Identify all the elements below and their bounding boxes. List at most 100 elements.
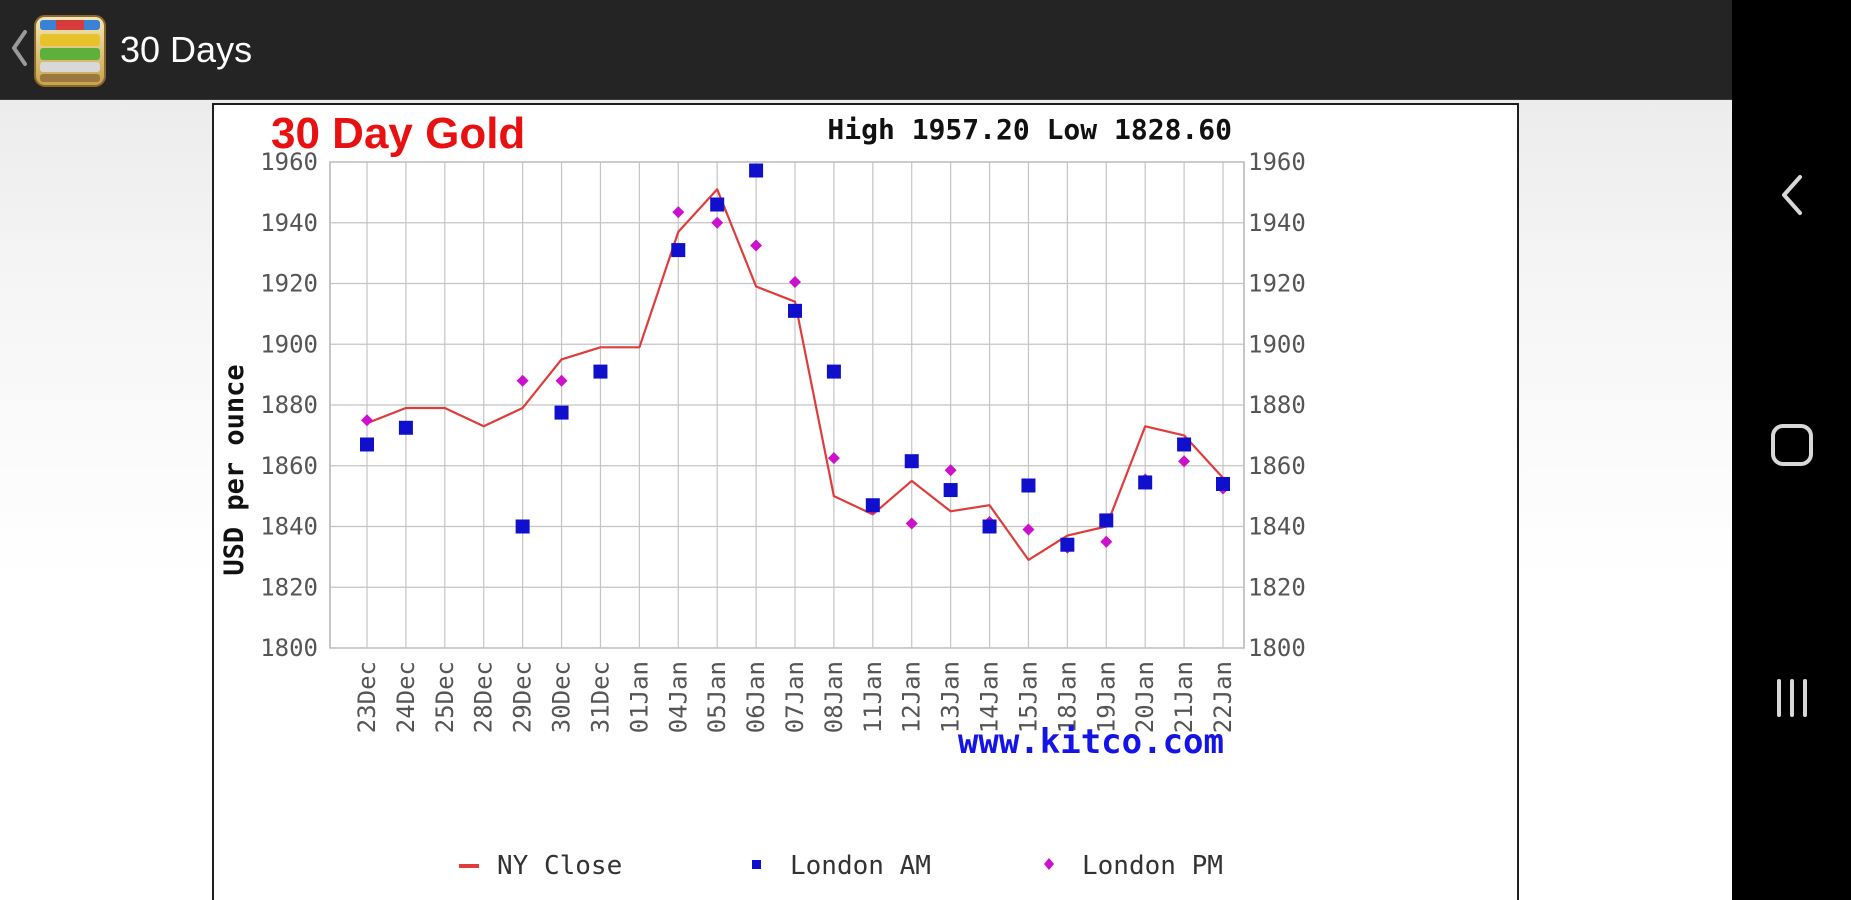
legend: NY Close London AM London PM	[459, 851, 1223, 881]
content-area: 1800 1800 1820 1820 1840 1840 1860 1860 1880 1880…	[0, 100, 1732, 900]
y-axis-label: USD per ounce	[219, 364, 250, 575]
point-london-am	[982, 519, 997, 534]
point-london-pm	[789, 275, 801, 288]
x-tick-labels: 23Dec 24Dec 25Dec 28Dec 29Dec 30Dec 31Dec 01Jan…	[353, 661, 1237, 733]
y-tick-label-right: 1900	[1248, 330, 1306, 358]
point-london-am	[826, 364, 841, 379]
point-london-am	[749, 163, 764, 178]
x-tick-label: 18Jan	[1053, 661, 1081, 733]
point-london-am	[1138, 475, 1153, 490]
x-tick-label: 01Jan	[625, 661, 653, 733]
x-tick-label: 06Jan	[742, 661, 770, 733]
point-london-am	[710, 197, 725, 212]
y-tick-label-right: 1960	[1248, 148, 1306, 176]
y-tick-labels: 1800 1800 1820 1820 1840 1840 1860 1860 1880 1880…	[260, 148, 1306, 662]
x-tick-label: 20Jan	[1131, 661, 1159, 733]
x-tick-label: 15Jan	[1014, 661, 1042, 733]
nav-recents-icon	[1776, 679, 1807, 717]
nav-home-button[interactable]	[1732, 385, 1851, 505]
y-tick-label-left: 1840	[260, 513, 318, 541]
point-london-am	[904, 454, 919, 469]
point-london-am	[554, 405, 569, 420]
nav-recents-button[interactable]	[1732, 638, 1851, 758]
chevron-left-icon[interactable]	[8, 26, 30, 70]
x-tick-label: 08Jan	[820, 661, 848, 733]
point-london-am	[865, 498, 880, 513]
legend-label-london-pm: London PM	[1082, 851, 1223, 881]
y-tick-label-right: 1820	[1248, 573, 1306, 601]
point-london-pm	[750, 239, 763, 252]
y-tick-label-left: 1920	[260, 270, 318, 298]
x-tick-label: 28Dec	[470, 661, 498, 733]
point-london-am	[671, 243, 686, 258]
y-tick-label-right: 1920	[1248, 270, 1306, 298]
y-tick-label-left: 1960	[260, 148, 318, 176]
legend-swatch-ny-close	[459, 864, 479, 868]
series	[360, 163, 1230, 561]
point-london-am	[1216, 476, 1230, 491]
y-tick-label-right: 1940	[1248, 209, 1306, 237]
point-london-am	[1099, 513, 1114, 528]
action-bar: 30 Days	[0, 0, 1732, 100]
x-tick-label: 13Jan	[937, 661, 965, 733]
grid	[329, 161, 1245, 649]
y-tick-label-right: 1840	[1248, 513, 1306, 541]
x-tick-label: 29Dec	[509, 661, 537, 733]
point-london-pm	[944, 464, 957, 477]
point-london-am	[1021, 478, 1036, 493]
y-tick-label-left: 1880	[260, 391, 318, 419]
nav-home-icon	[1770, 424, 1813, 466]
x-tick-label: 04Jan	[664, 661, 692, 733]
x-tick-label: 22Jan	[1209, 661, 1237, 733]
x-tick-label: 24Dec	[392, 661, 420, 733]
chart-title: 30 Day Gold	[271, 109, 525, 158]
x-tick-label: 19Jan	[1092, 661, 1120, 733]
point-london-pm	[1100, 535, 1113, 548]
point-london-pm	[1022, 523, 1035, 536]
legend-label-ny-close: NY Close	[497, 851, 622, 881]
y-tick-label-left: 1860	[260, 452, 318, 480]
y-tick-label-left: 1820	[260, 573, 318, 601]
point-london-pm	[516, 374, 529, 387]
y-tick-label-left: 1800	[260, 634, 318, 662]
point-london-am	[1060, 537, 1075, 552]
legend-swatch-london-am	[752, 860, 761, 869]
app-icon[interactable]	[32, 12, 108, 90]
x-tick-label: 12Jan	[898, 661, 926, 733]
x-tick-label: 30Dec	[548, 661, 576, 733]
gold-chart: 1800 1800 1820 1820 1840 1840 1860 1860 1880 1880…	[219, 109, 1306, 881]
watermark: www.kitco.com	[958, 722, 1224, 762]
point-london-pm	[711, 216, 724, 229]
point-london-am	[360, 437, 374, 452]
x-tick-label: 05Jan	[703, 661, 731, 733]
x-tick-label: 31Dec	[586, 661, 614, 733]
y-tick-label-right: 1880	[1248, 391, 1306, 419]
point-london-pm	[361, 414, 373, 427]
point-london-am	[943, 483, 958, 498]
x-tick-label: 07Jan	[781, 661, 809, 733]
nav-back-button[interactable]	[1732, 135, 1851, 255]
point-london-am	[593, 364, 608, 379]
x-tick-label: 23Dec	[353, 661, 381, 733]
series-line-ny-close	[366, 188, 1224, 561]
point-london-am	[1177, 437, 1192, 452]
app-title: 30 Days	[120, 29, 253, 70]
chart-frame: 1800 1800 1820 1820 1840 1840 1860 1860 1880 1880…	[212, 103, 1519, 900]
y-tick-label-right: 1860	[1248, 452, 1306, 480]
y-tick-label-right: 1800	[1248, 634, 1306, 662]
legend-swatch-london-pm	[1044, 858, 1054, 870]
y-tick-label-left: 1900	[260, 330, 318, 358]
navigation-bar	[1732, 0, 1851, 900]
point-london-am	[515, 519, 530, 534]
chart-subtitle: High 1957.20 Low 1828.60	[827, 113, 1232, 146]
x-tick-label: 21Jan	[1170, 661, 1198, 733]
point-london-am	[398, 420, 413, 435]
point-london-pm	[672, 206, 685, 219]
nav-back-icon	[1781, 175, 1802, 215]
point-london-pm	[1178, 455, 1191, 468]
point-london-pm	[555, 374, 568, 387]
point-london-pm	[905, 517, 918, 530]
point-london-am	[788, 303, 802, 318]
x-tick-label: 14Jan	[976, 661, 1004, 733]
